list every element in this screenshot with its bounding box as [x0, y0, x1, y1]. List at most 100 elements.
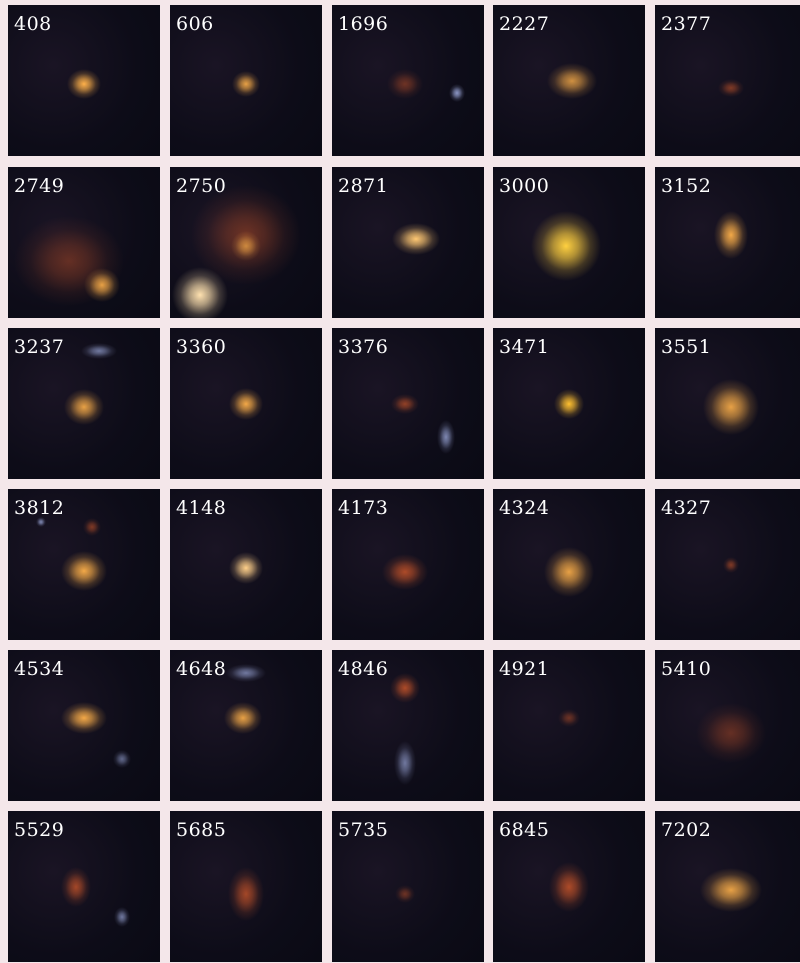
galaxy-blob: [229, 551, 263, 584]
galaxy-blob: [554, 388, 584, 419]
galaxy-blob: [530, 210, 601, 281]
galaxy-tile: 5735: [332, 811, 484, 962]
galaxy-blob: [549, 861, 589, 912]
tile-label: 5685: [176, 819, 227, 841]
galaxy-tile: 5685: [170, 811, 322, 962]
tile-label: 4173: [338, 497, 389, 519]
galaxy-blob: [448, 83, 465, 102]
galaxy-blob: [223, 701, 262, 734]
galaxy-tile: 4148: [170, 489, 322, 640]
galaxy-blob: [82, 517, 101, 536]
galaxy-tile: 408: [8, 5, 160, 156]
galaxy-tile: 3152: [655, 167, 800, 318]
galaxy-tile: 1696: [332, 5, 484, 156]
galaxy-tile: 3360: [170, 328, 322, 479]
galaxy-blob: [389, 672, 420, 703]
galaxy-blob: [386, 68, 423, 99]
tile-label: 4648: [176, 658, 227, 680]
galaxy-tile: 7202: [655, 811, 800, 962]
tile-label: 3471: [499, 336, 550, 358]
galaxy-tile: 3471: [493, 328, 645, 479]
galaxy-tile: 3237: [8, 328, 160, 479]
galaxy-tile: 2750: [170, 167, 322, 318]
galaxy-tile: 2227: [493, 5, 645, 156]
tile-label: 2377: [661, 13, 712, 35]
tile-label: 5529: [14, 819, 65, 841]
tile-label: 7202: [661, 819, 712, 841]
galaxy-blob: [390, 393, 419, 414]
galaxy-blob: [714, 210, 748, 259]
galaxy-blob: [394, 885, 415, 904]
galaxy-tile: 3376: [332, 328, 484, 479]
galaxy-blob: [228, 867, 264, 922]
galaxy-blob: [36, 517, 47, 528]
galaxy-blob: [723, 556, 739, 573]
galaxy-tile: 4648: [170, 650, 322, 801]
tile-label: 408: [14, 13, 52, 35]
galaxy-blob: [84, 267, 121, 302]
galaxy-blob: [547, 62, 598, 99]
galaxy-blob: [67, 68, 101, 99]
galaxy-blob: [113, 749, 131, 768]
galaxy-blob: [544, 547, 594, 598]
galaxy-tile: 3551: [655, 328, 800, 479]
galaxy-blob: [558, 708, 580, 727]
galaxy-blob: [393, 741, 416, 786]
galaxy-blob: [114, 906, 130, 927]
galaxy-tile: 4324: [493, 489, 645, 640]
galaxy-tile: 5410: [655, 650, 800, 801]
galaxy-blob: [391, 223, 440, 256]
tile-label: 4327: [661, 497, 712, 519]
galaxy-tile: 4173: [332, 489, 484, 640]
tile-label: 3360: [176, 336, 227, 358]
galaxy-blob: [61, 550, 107, 591]
galaxy-blob: [718, 79, 744, 98]
galaxy-blob: [226, 663, 266, 682]
galaxy-tile: 4534: [8, 650, 160, 801]
galaxy-blob: [229, 387, 263, 420]
tile-label: 5410: [661, 658, 712, 680]
galaxy-tile: 2871: [332, 167, 484, 318]
galaxy-blob: [703, 378, 759, 435]
galaxy-blob: [700, 867, 762, 912]
tile-label: 5735: [338, 819, 389, 841]
galaxy-tile: 2377: [655, 5, 800, 156]
galaxy-tile: 5529: [8, 811, 160, 962]
tile-label: 4148: [176, 497, 227, 519]
galaxy-blob: [81, 342, 118, 359]
tile-label: 2871: [338, 175, 389, 197]
tile-label: 3000: [499, 175, 550, 197]
tile-label: 2749: [14, 175, 65, 197]
galaxy-tile: 2749: [8, 167, 160, 318]
galaxy-blob: [437, 419, 455, 454]
tile-label: 2227: [499, 13, 550, 35]
galaxy-blob: [696, 703, 766, 764]
tile-label: 6845: [499, 819, 550, 841]
galaxy-blob: [64, 388, 104, 425]
tile-label: 4846: [338, 658, 389, 680]
tile-label: 606: [176, 13, 214, 35]
galaxy-tile: 3000: [493, 167, 645, 318]
tile-label: 3551: [661, 336, 712, 358]
tile-label: 3152: [661, 175, 712, 197]
tile-label: 3812: [14, 497, 65, 519]
galaxy-tile: 606: [170, 5, 322, 156]
tile-label: 4534: [14, 658, 65, 680]
galaxy-tile: 4921: [493, 650, 645, 801]
galaxy-blob: [61, 866, 92, 907]
galaxy-blob: [61, 701, 107, 734]
galaxy-blob: [381, 554, 428, 591]
galaxy-tile: 4846: [332, 650, 484, 801]
tile-label: 2750: [176, 175, 227, 197]
tile-label: 4921: [499, 658, 550, 680]
tile-label: 1696: [338, 13, 389, 35]
galaxy-tile: 4327: [655, 489, 800, 640]
galaxy-tile: 6845: [493, 811, 645, 962]
galaxy-blob: [231, 230, 261, 261]
tile-label: 3376: [338, 336, 389, 358]
tile-label: 3237: [14, 336, 65, 358]
tile-label: 4324: [499, 497, 550, 519]
galaxy-blob: [232, 70, 260, 97]
galaxy-tile: 3812: [8, 489, 160, 640]
